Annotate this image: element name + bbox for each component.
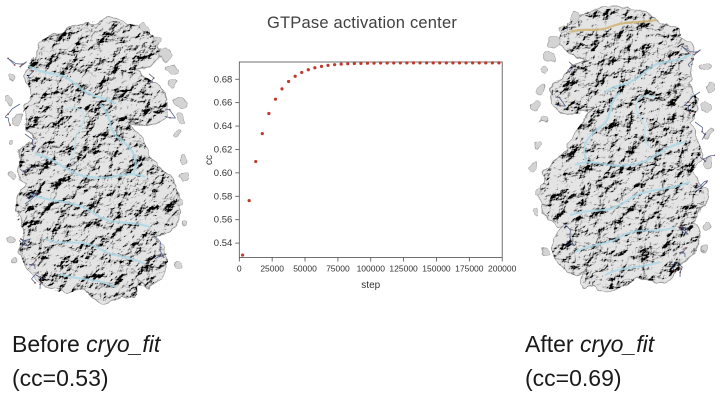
svg-text:25000: 25000 <box>260 264 284 274</box>
svg-text:50000: 50000 <box>293 264 317 274</box>
svg-text:75000: 75000 <box>326 264 350 274</box>
svg-text:0.68: 0.68 <box>214 74 233 85</box>
svg-text:0.60: 0.60 <box>214 168 233 179</box>
svg-text:cc: cc <box>204 155 215 165</box>
svg-text:0.62: 0.62 <box>214 144 233 155</box>
svg-text:0.56: 0.56 <box>214 215 233 226</box>
svg-text:150000: 150000 <box>422 264 451 274</box>
svg-text:step: step <box>361 280 380 291</box>
svg-text:125000: 125000 <box>389 264 418 274</box>
svg-text:175000: 175000 <box>455 264 484 274</box>
svg-text:0.58: 0.58 <box>214 191 233 202</box>
svg-text:0.64: 0.64 <box>214 121 233 132</box>
svg-text:0.66: 0.66 <box>214 98 233 109</box>
svg-text:100000: 100000 <box>357 264 386 274</box>
svg-text:200000: 200000 <box>488 264 517 274</box>
svg-text:0: 0 <box>237 264 242 274</box>
svg-text:0.54: 0.54 <box>214 238 233 249</box>
